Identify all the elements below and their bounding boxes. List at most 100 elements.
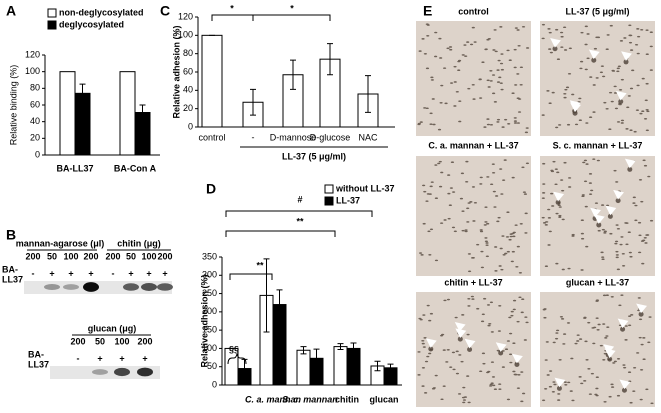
cell bbox=[494, 270, 498, 272]
blot-row-label: LL37 bbox=[2, 274, 23, 284]
cell bbox=[566, 123, 571, 126]
arrowhead bbox=[617, 318, 629, 329]
cell bbox=[517, 373, 521, 376]
cell bbox=[499, 62, 504, 65]
cell bbox=[491, 171, 496, 174]
cell bbox=[649, 45, 653, 48]
cell bbox=[615, 250, 619, 253]
cell bbox=[580, 60, 584, 63]
cell bbox=[578, 97, 582, 100]
clump bbox=[457, 336, 463, 342]
cell bbox=[620, 294, 624, 296]
cell bbox=[447, 192, 451, 195]
cell bbox=[602, 75, 606, 78]
blot-amount: 50 bbox=[47, 251, 57, 261]
cell bbox=[512, 235, 516, 238]
cell bbox=[644, 242, 648, 244]
error-bar bbox=[365, 75, 371, 113]
cell bbox=[523, 339, 527, 341]
blot-amount: 200 bbox=[105, 251, 120, 261]
cell bbox=[471, 83, 475, 86]
cell bbox=[570, 357, 574, 360]
cell bbox=[467, 270, 472, 273]
cell bbox=[422, 184, 426, 187]
cell bbox=[516, 29, 520, 31]
cell bbox=[524, 131, 529, 134]
cell bbox=[422, 222, 426, 225]
cell bbox=[597, 229, 601, 232]
cell bbox=[549, 370, 553, 372]
cell bbox=[515, 265, 519, 268]
cell bbox=[601, 228, 605, 231]
cell bbox=[479, 370, 483, 373]
cell bbox=[467, 87, 471, 90]
cell bbox=[523, 193, 528, 195]
cell bbox=[576, 340, 580, 342]
cell bbox=[512, 299, 517, 302]
micrograph-label: C. a. mannan + LL-37 bbox=[428, 140, 518, 150]
cell bbox=[430, 76, 434, 79]
cell bbox=[498, 304, 502, 307]
cell bbox=[508, 59, 512, 62]
cell bbox=[601, 256, 605, 258]
clump bbox=[591, 57, 597, 63]
cell bbox=[496, 220, 500, 223]
cell bbox=[513, 117, 517, 119]
bracket bbox=[252, 14, 331, 21]
cell bbox=[551, 391, 555, 393]
legend-label: non-deglycosylated bbox=[59, 7, 144, 17]
cell bbox=[501, 126, 505, 128]
cell bbox=[504, 252, 508, 255]
cell bbox=[510, 310, 514, 313]
cell bbox=[592, 84, 596, 86]
arrowhead bbox=[454, 322, 466, 332]
cell bbox=[603, 232, 607, 234]
cell bbox=[602, 323, 606, 325]
cell bbox=[628, 324, 632, 327]
cell bbox=[482, 362, 486, 365]
cell bbox=[603, 101, 607, 104]
cell bbox=[516, 245, 520, 248]
clump bbox=[467, 346, 473, 352]
cell bbox=[457, 69, 461, 72]
clump bbox=[428, 346, 434, 352]
error-bar bbox=[263, 258, 270, 333]
bracket bbox=[225, 210, 373, 217]
y-tick-label: 50 bbox=[207, 361, 217, 371]
cell bbox=[524, 212, 528, 215]
cell bbox=[623, 37, 627, 39]
cell bbox=[622, 364, 626, 366]
cell bbox=[558, 214, 562, 217]
cell bbox=[638, 318, 643, 321]
cell bbox=[464, 55, 468, 57]
cell bbox=[551, 91, 555, 94]
x-tick-label: D-mannose bbox=[270, 132, 317, 142]
cell bbox=[434, 374, 438, 377]
cell bbox=[480, 320, 485, 323]
cell bbox=[649, 69, 653, 71]
cell bbox=[467, 202, 471, 204]
cell bbox=[636, 28, 640, 30]
cell bbox=[417, 374, 421, 376]
arrowhead bbox=[464, 338, 476, 349]
cell bbox=[455, 372, 460, 375]
blot-band bbox=[44, 283, 60, 291]
arrowhead bbox=[604, 348, 616, 359]
cell bbox=[505, 236, 510, 238]
cell bbox=[461, 54, 465, 56]
error-bar bbox=[350, 342, 357, 355]
cell bbox=[421, 38, 425, 40]
cell bbox=[600, 65, 604, 67]
cell bbox=[628, 24, 632, 27]
cell bbox=[428, 352, 432, 355]
cell bbox=[479, 176, 483, 179]
cell bbox=[427, 230, 431, 233]
clump bbox=[623, 59, 629, 65]
cell bbox=[551, 205, 555, 207]
cell bbox=[578, 119, 582, 122]
cell bbox=[585, 122, 589, 124]
arrowhead bbox=[613, 189, 625, 200]
cell bbox=[605, 107, 609, 110]
cell bbox=[498, 383, 502, 385]
x-tick-label: control bbox=[198, 132, 225, 142]
